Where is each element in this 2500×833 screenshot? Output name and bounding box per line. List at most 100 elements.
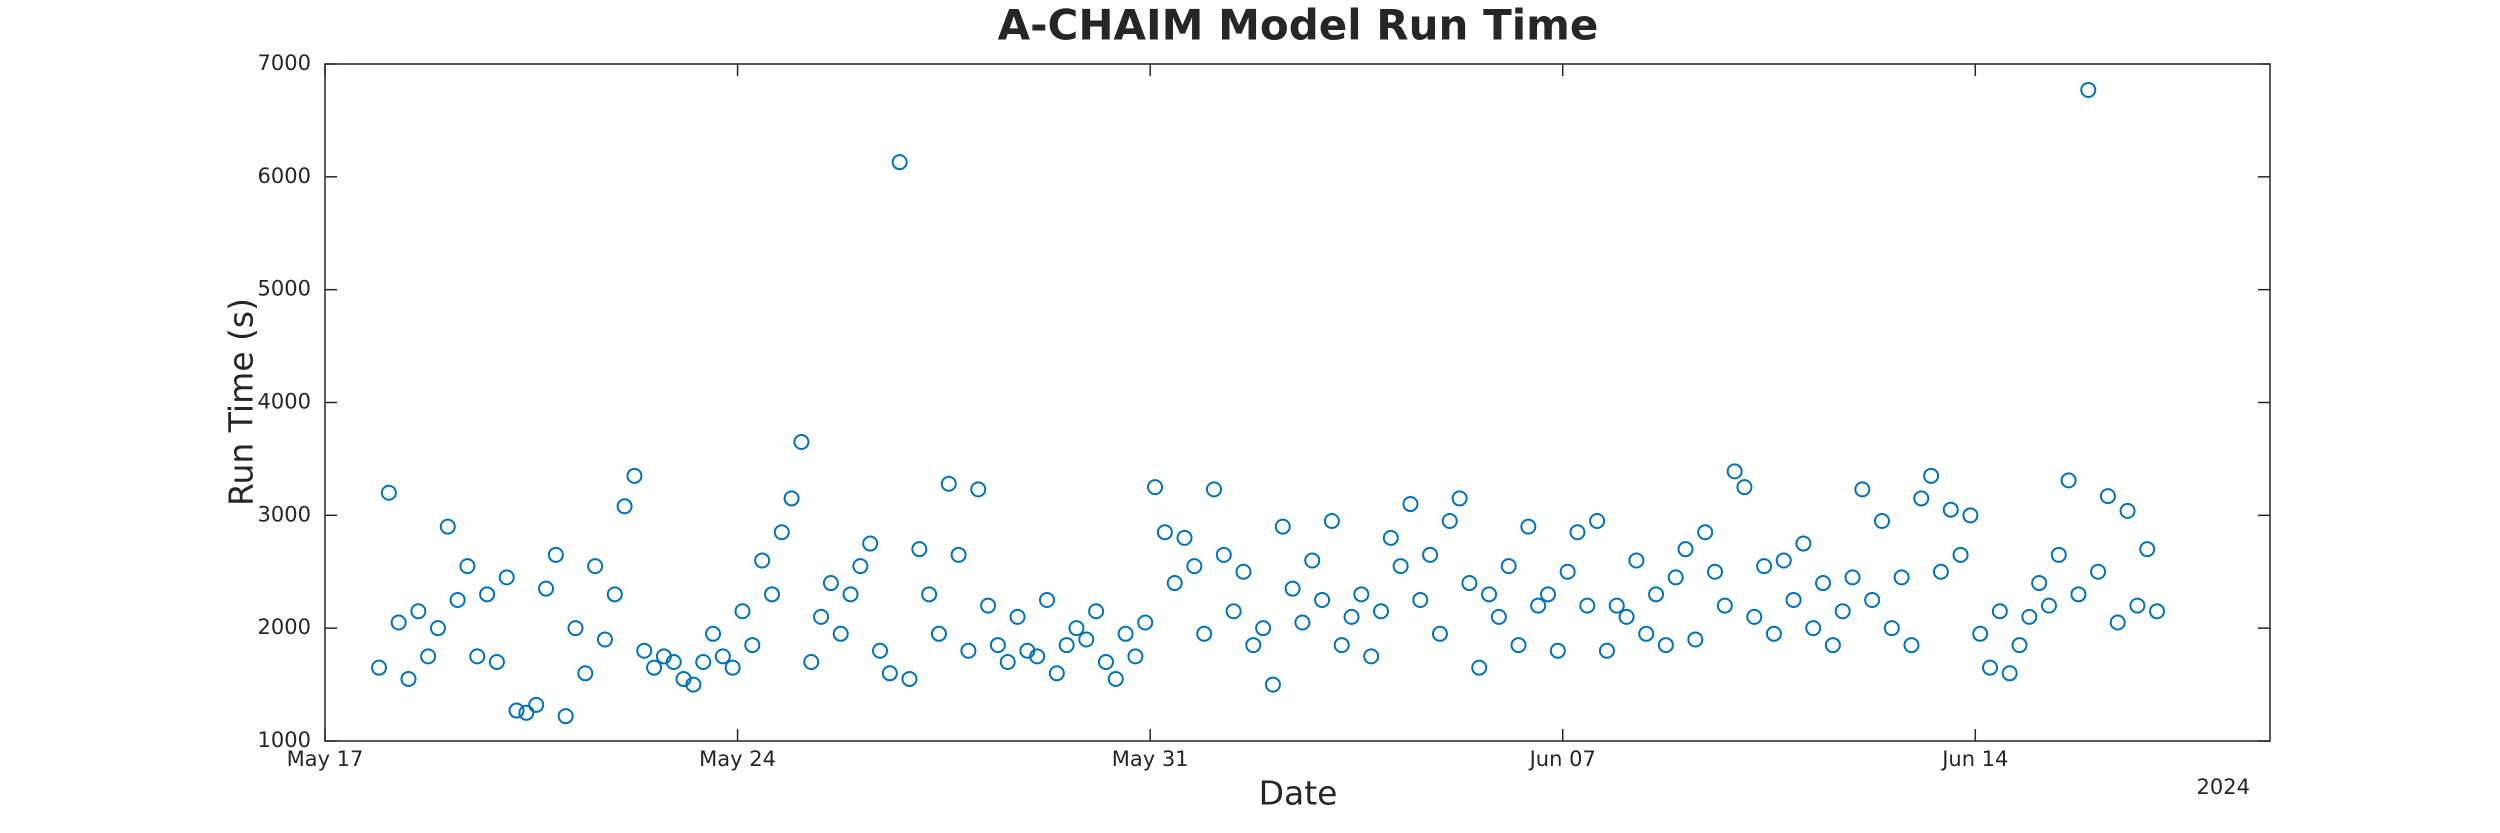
data-point	[1746, 608, 1763, 625]
data-point	[970, 481, 987, 498]
data-point	[940, 475, 957, 492]
data-point	[1088, 603, 1105, 620]
data-point	[1431, 625, 1448, 642]
data-point	[1795, 535, 1812, 552]
data-point	[1982, 659, 1999, 676]
data-point	[1687, 631, 1704, 648]
data-point	[1805, 620, 1822, 637]
data-point	[1235, 563, 1252, 580]
data-point	[1716, 597, 1733, 614]
data-point	[371, 659, 388, 676]
data-point	[420, 648, 437, 665]
data-point	[1166, 575, 1183, 592]
data-point	[950, 546, 967, 563]
data-point	[1451, 490, 1468, 507]
data-point	[2050, 546, 2067, 563]
data-point	[1608, 597, 1625, 614]
data-point	[724, 659, 741, 676]
data-point	[1304, 552, 1321, 569]
data-point	[793, 433, 810, 450]
chart-title: A-CHAIM Model Run Time	[998, 1, 1599, 50]
data-point	[1009, 608, 1026, 625]
data-point	[1039, 591, 1056, 608]
y-tick-label: 2000	[258, 615, 311, 639]
data-point	[1343, 608, 1360, 625]
data-point	[1972, 625, 1989, 642]
data-point	[2139, 541, 2156, 558]
data-point	[1294, 614, 1311, 631]
data-point	[390, 614, 407, 631]
data-point	[1883, 620, 1900, 637]
data-point	[1648, 586, 1665, 603]
data-point	[2021, 608, 2038, 625]
data-point	[2031, 575, 2048, 592]
data-point	[1333, 637, 1350, 654]
data-point	[1539, 586, 1556, 603]
data-point	[1274, 518, 1291, 535]
data-point	[400, 670, 417, 687]
data-point	[488, 654, 505, 671]
data-point	[665, 654, 682, 671]
data-point	[1107, 670, 1124, 687]
data-point	[705, 625, 722, 642]
data-point	[1402, 496, 1419, 513]
data-point	[930, 625, 947, 642]
data-point	[1942, 501, 1959, 518]
data-point	[1490, 608, 1507, 625]
data-point	[646, 659, 663, 676]
data-point	[763, 586, 780, 603]
data-point	[744, 637, 761, 654]
data-point	[1314, 591, 1331, 608]
data-point	[960, 642, 977, 659]
data-point	[1913, 490, 1930, 507]
data-point	[1284, 580, 1301, 597]
data-point	[901, 670, 918, 687]
data-point	[1923, 467, 1940, 484]
data-point	[872, 642, 889, 659]
data-point	[1785, 591, 1802, 608]
data-point	[1932, 563, 1949, 580]
data-point	[2090, 563, 2107, 580]
data-point	[1422, 546, 1439, 563]
data-point	[989, 637, 1006, 654]
data-point	[921, 586, 938, 603]
data-point	[813, 608, 830, 625]
data-point	[1706, 563, 1723, 580]
y-tick-label: 5000	[258, 277, 311, 301]
data-point	[2060, 472, 2077, 489]
data-point	[803, 654, 820, 671]
data-point	[1736, 479, 1753, 496]
data-point	[1510, 637, 1527, 654]
y-tick-label: 1000	[258, 728, 311, 752]
y-tick-label: 7000	[258, 51, 311, 75]
x-tick-label: May 31	[1112, 747, 1189, 771]
data-point	[1382, 529, 1399, 546]
data-point	[1461, 575, 1478, 592]
data-point	[439, 518, 456, 535]
data-point	[626, 467, 643, 484]
data-point	[1206, 481, 1223, 498]
data-point	[1412, 591, 1429, 608]
data-point	[1765, 625, 1782, 642]
data-point	[714, 648, 731, 665]
data-point	[1078, 631, 1095, 648]
data-point	[557, 708, 574, 725]
x-tick-label: Jun 07	[1528, 747, 1596, 771]
data-point	[832, 625, 849, 642]
data-point	[2070, 586, 2087, 603]
data-point	[1962, 507, 1979, 524]
data-point	[469, 648, 486, 665]
data-point	[1186, 558, 1203, 575]
data-point	[1225, 603, 1242, 620]
data-point	[410, 603, 427, 620]
data-point	[1215, 546, 1232, 563]
data-point	[2011, 637, 2028, 654]
y-tick-label: 4000	[258, 390, 311, 414]
data-point	[538, 580, 555, 597]
data-point	[1441, 512, 1458, 529]
data-point	[1991, 603, 2008, 620]
data-point	[783, 490, 800, 507]
data-point	[1579, 597, 1596, 614]
data-point	[596, 631, 613, 648]
